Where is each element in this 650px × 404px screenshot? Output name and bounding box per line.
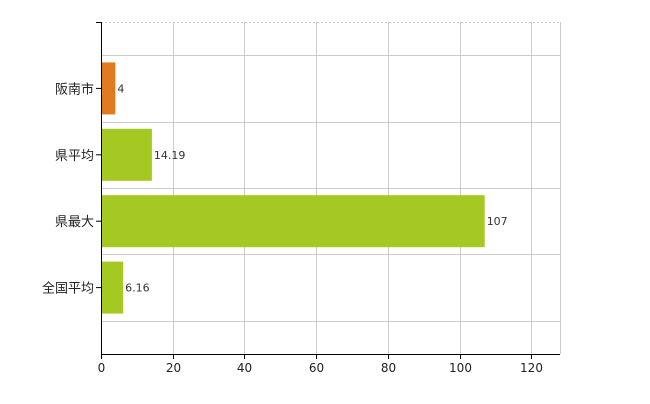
x-tick-label-3: 60 [309,361,324,375]
axis-layer [96,22,560,359]
data-label-1: 14.19 [154,149,186,162]
data-label-2: 107 [487,215,508,228]
category-label-2: 県最大 [55,215,94,230]
x-tick-label-2: 40 [237,361,252,375]
x-tick-label-1: 20 [166,361,181,375]
data-label-0: 4 [117,82,124,95]
bar-2 [102,195,485,248]
x-tick-label-6: 120 [520,361,543,375]
category-label-1: 県平均 [55,149,94,164]
labels-layer: 4 阪南市 14.19 県平均 107 県最大 6.16 全国平均 0 20 40 60 80 100 12… [42,81,543,375]
data-label-3: 6.16 [125,282,150,295]
bars-layer [102,62,485,314]
x-tick-label-4: 80 [381,361,396,375]
x-tick-label-5: 100 [449,361,472,375]
x-tick-label-0: 0 [98,361,106,375]
bar-0 [102,62,116,115]
category-label-0: 阪南市 [55,81,94,97]
grid-layer [101,22,561,354]
category-label-3: 全国平均 [42,281,94,297]
bar-3 [102,261,124,314]
bar-1 [102,128,152,181]
